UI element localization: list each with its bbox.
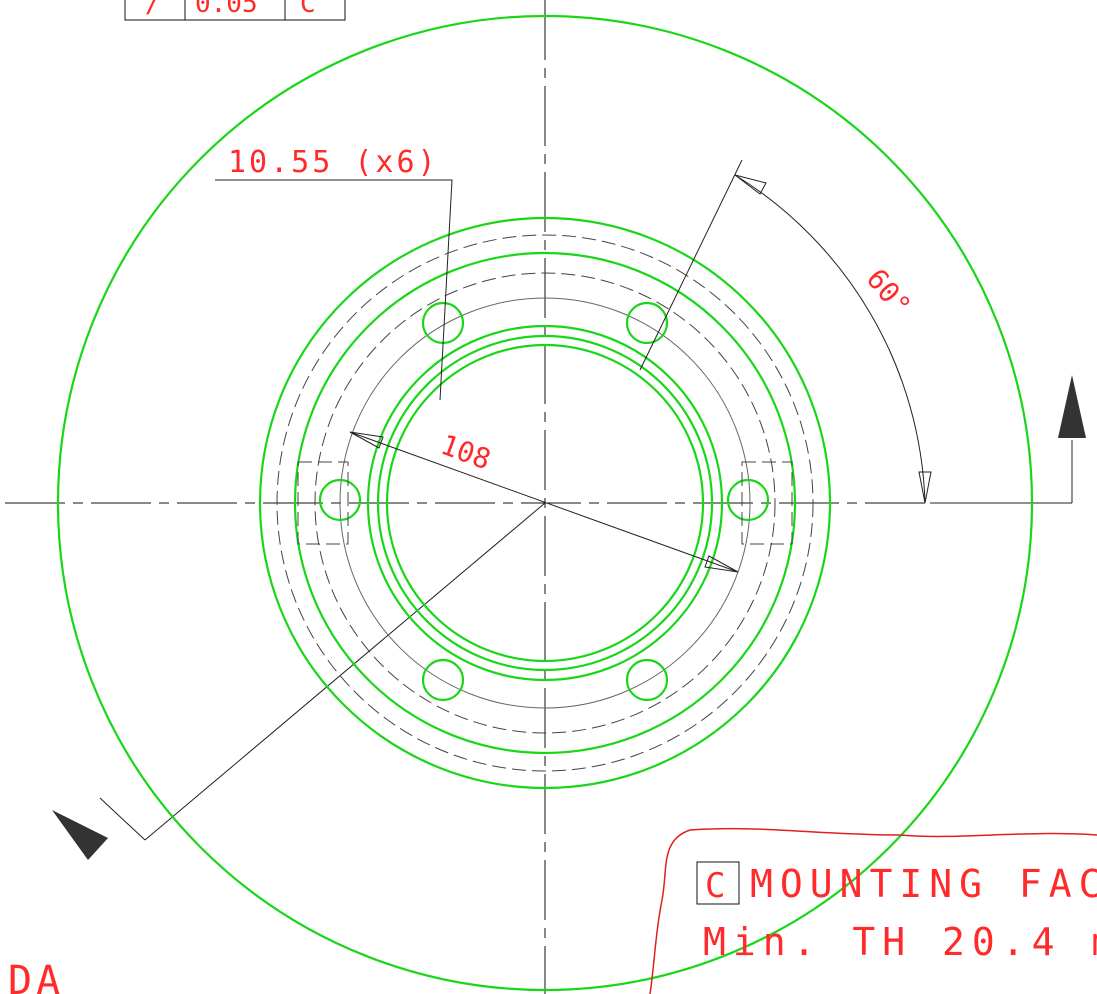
drawing: 108 60° 10.55 (x6) / 0.05 C C MOUNTING F… [0,0,1097,994]
frame-datum: C [300,0,316,19]
bolt-hole [627,660,667,700]
note-line: Min. TH 20.4 m [703,920,1097,964]
dimension-line [350,432,738,572]
frame-symbol: / [145,0,161,19]
frame-tolerance: 0.05 [195,0,258,19]
bolt-hole [728,480,768,520]
section-arrow [52,810,108,860]
feature-frame: / 0.05 C [125,0,345,20]
leader-line [215,180,452,400]
bolt-hole [423,660,463,700]
angle-arc [735,175,925,503]
dimension-text: 60° [860,262,918,322]
note-line: MOUNTING FAC [750,862,1097,906]
dimension-text: 108 [436,428,495,476]
datum-letter: C [705,866,725,906]
section-line [145,503,545,840]
section-arrow [1058,375,1086,438]
extension-line [640,160,742,370]
revision-cloud [650,829,1097,994]
bolt-hole [627,303,667,343]
corner-label: DA [8,958,64,994]
dimension-text: 10.55 (x6) [228,145,439,180]
section-line [100,798,145,840]
